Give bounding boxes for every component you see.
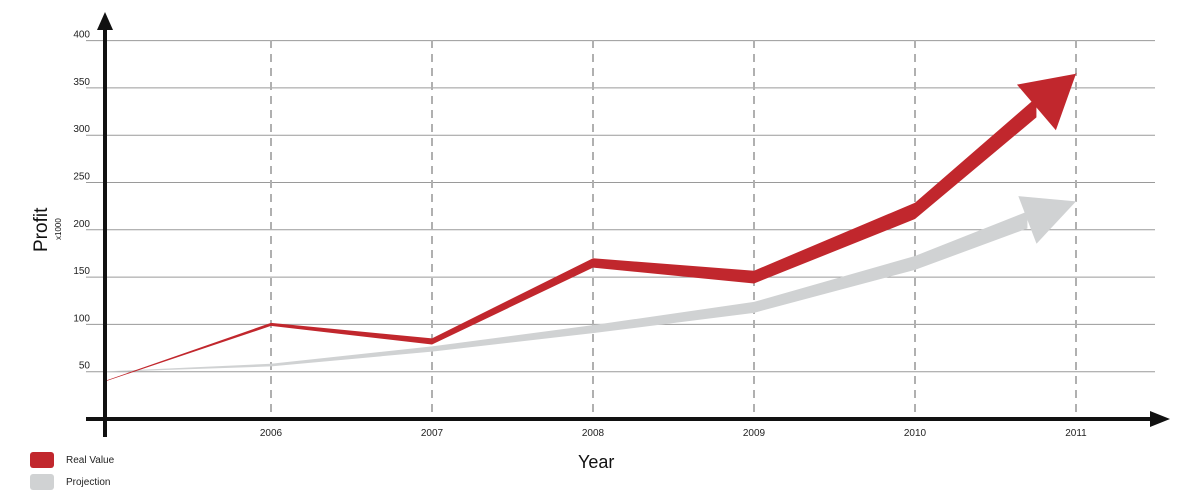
x-tick-label: 2011 (1065, 428, 1087, 439)
y-axis-arrow-icon (97, 12, 113, 30)
y-axis-unit: x1000 (54, 218, 63, 240)
data-point (914, 262, 916, 264)
data-point (592, 262, 594, 264)
data-point (431, 348, 433, 350)
data-point (592, 328, 594, 330)
legend: Real Value Projection (30, 450, 114, 494)
series-layer (105, 73, 1077, 382)
y-tick-label: 350 (73, 77, 90, 88)
data-point (753, 276, 755, 278)
y-tick-labels: 50 100 150 200 250 300 350 400 (73, 30, 90, 372)
y-tick-label: 200 (73, 219, 90, 230)
series-line-real-value (105, 97, 1037, 382)
data-point (270, 323, 272, 325)
x-axis-arrow-icon (1150, 411, 1170, 427)
legend-swatch-projection (30, 474, 54, 490)
y-tick-label: 50 (79, 361, 91, 372)
y-tick-label: 100 (73, 313, 90, 324)
horizontal-grid (86, 40, 1155, 373)
series-arrowhead-real-value (1016, 73, 1076, 131)
axes (86, 12, 1170, 437)
series-line-projection (105, 211, 1028, 372)
x-tick-label: 2010 (904, 428, 927, 439)
data-point (914, 210, 916, 212)
y-tick-label: 150 (73, 266, 90, 277)
y-axis-title: Profit (31, 207, 52, 252)
legend-item-projection: Projection (30, 472, 114, 492)
legend-label-real-value: Real Value (66, 454, 115, 466)
data-point (270, 364, 272, 366)
data-point (431, 340, 433, 342)
x-tick-label: 2006 (260, 428, 283, 439)
data-point (1075, 73, 1077, 75)
x-tick-label: 2007 (421, 428, 444, 439)
x-tick-label: 2008 (582, 428, 605, 439)
x-tick-label: 2009 (743, 428, 766, 439)
legend-label-projection: Projection (66, 476, 111, 488)
vertical-grid (270, 40, 1077, 419)
x-tick-labels: 2006 2007 2008 2009 2010 2011 (260, 428, 1087, 439)
legend-swatch-real-value (30, 452, 54, 468)
data-point (1075, 200, 1077, 202)
data-point (753, 306, 755, 308)
series-arrowhead-projection (1018, 196, 1076, 244)
legend-item-real-value: Real Value (30, 450, 114, 470)
y-tick-label: 400 (73, 30, 90, 41)
x-axis-title: Year (578, 452, 614, 472)
y-tick-label: 300 (73, 124, 90, 135)
y-tick-label: 250 (73, 172, 90, 183)
